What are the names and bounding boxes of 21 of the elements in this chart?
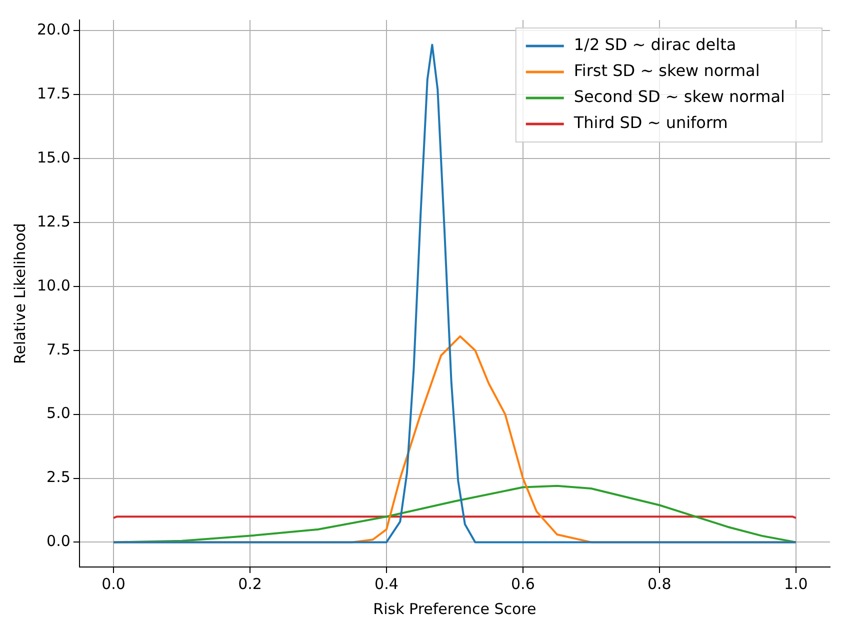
y-tick-label: 0.0 — [46, 532, 70, 550]
y-axis-title: Relative Likelihood — [10, 223, 29, 364]
legend-label: First SD ~ skew normal — [574, 61, 760, 80]
x-axis-title: Risk Preference Score — [373, 600, 536, 618]
x-tick-label: 0.2 — [238, 574, 262, 593]
y-tick-label: 7.5 — [46, 340, 70, 358]
x-tick-label: 0.6 — [511, 574, 535, 593]
x-tick-label: 0.0 — [102, 574, 126, 593]
legend-label: Second SD ~ skew normal — [574, 87, 786, 106]
y-tick-label: 12.5 — [36, 212, 70, 230]
x-tick-label: 0.4 — [374, 574, 398, 593]
y-tick-label: 2.5 — [46, 468, 70, 486]
y-tick-label: 20.0 — [36, 20, 70, 39]
legend-label: Third SD ~ uniform — [572, 113, 728, 132]
y-tick-label: 15.0 — [36, 148, 70, 166]
y-tick-label: 10.0 — [36, 276, 70, 294]
y-tick-label: 17.5 — [36, 84, 70, 103]
y-tick-label: 5.0 — [46, 404, 70, 422]
legend-label: 1/2 SD ~ dirac delta — [574, 35, 736, 54]
x-tick-label: 0.8 — [647, 574, 672, 593]
x-tick-label: 1.0 — [784, 574, 808, 593]
